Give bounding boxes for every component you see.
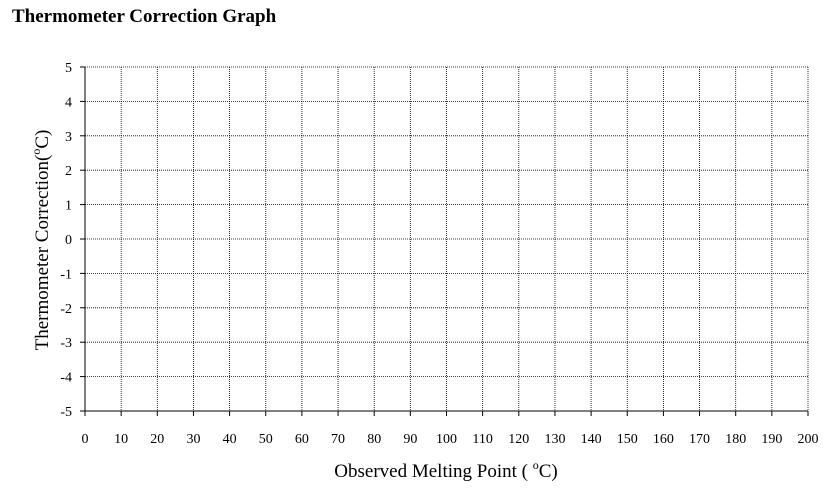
x-axis-label-unit: C)	[539, 461, 558, 482]
x-tick-label: 200	[798, 432, 819, 447]
x-tick-label: 60	[295, 432, 309, 447]
y-tick-label: 5	[65, 61, 72, 76]
x-tick-label: 90	[403, 432, 417, 447]
x-axis-label: Observed Melting Point ( oC)	[334, 458, 557, 482]
y-tick-label: -2	[60, 302, 72, 317]
x-tick-label: 100	[436, 432, 457, 447]
y-tick-label: 0	[65, 233, 72, 248]
x-tick-label: 130	[544, 432, 565, 447]
axes	[80, 66, 809, 416]
y-tick-label: -4	[60, 371, 72, 386]
y-tick-label: -1	[60, 267, 72, 282]
x-tick-label: 40	[223, 432, 237, 447]
x-tick-label: 0	[82, 432, 89, 447]
grid	[85, 66, 809, 411]
y-tick-label: -5	[60, 405, 72, 420]
chart-title: Thermometer Correction Graph	[12, 6, 277, 27]
x-tick-label: 30	[186, 432, 200, 447]
x-tick-label: 150	[617, 432, 638, 447]
y-tick-label: 2	[65, 164, 72, 179]
y-tick-label: 4	[65, 95, 72, 110]
x-tick-label: 70	[331, 432, 345, 447]
x-axis-label-degree: o	[533, 458, 539, 472]
x-axis-label-text: Observed Melting Point (	[334, 461, 532, 482]
y-tick-label: 3	[65, 130, 72, 145]
x-tick-label: 190	[761, 432, 782, 447]
x-tick-label: 170	[689, 432, 710, 447]
x-tick-label: 10	[114, 432, 128, 447]
x-tick-label: 160	[653, 432, 674, 447]
y-axis-label-unit: C)	[32, 130, 53, 149]
y-axis-label-degree: o	[29, 149, 43, 155]
y-axis-label: Thermometer Correction(oC)	[29, 130, 53, 351]
y-axis-label-text: Thermometer Correction(	[32, 155, 53, 351]
y-tick-label: -3	[60, 336, 72, 351]
x-tick-label: 110	[472, 432, 492, 447]
x-tick-label: 140	[581, 432, 602, 447]
y-tick-label: 1	[65, 199, 72, 214]
x-tick-label: 120	[508, 432, 529, 447]
x-tick-label: 20	[150, 432, 164, 447]
x-tick-label: 80	[367, 432, 381, 447]
x-tick-label: 180	[725, 432, 746, 447]
x-tick-label: 50	[259, 432, 273, 447]
